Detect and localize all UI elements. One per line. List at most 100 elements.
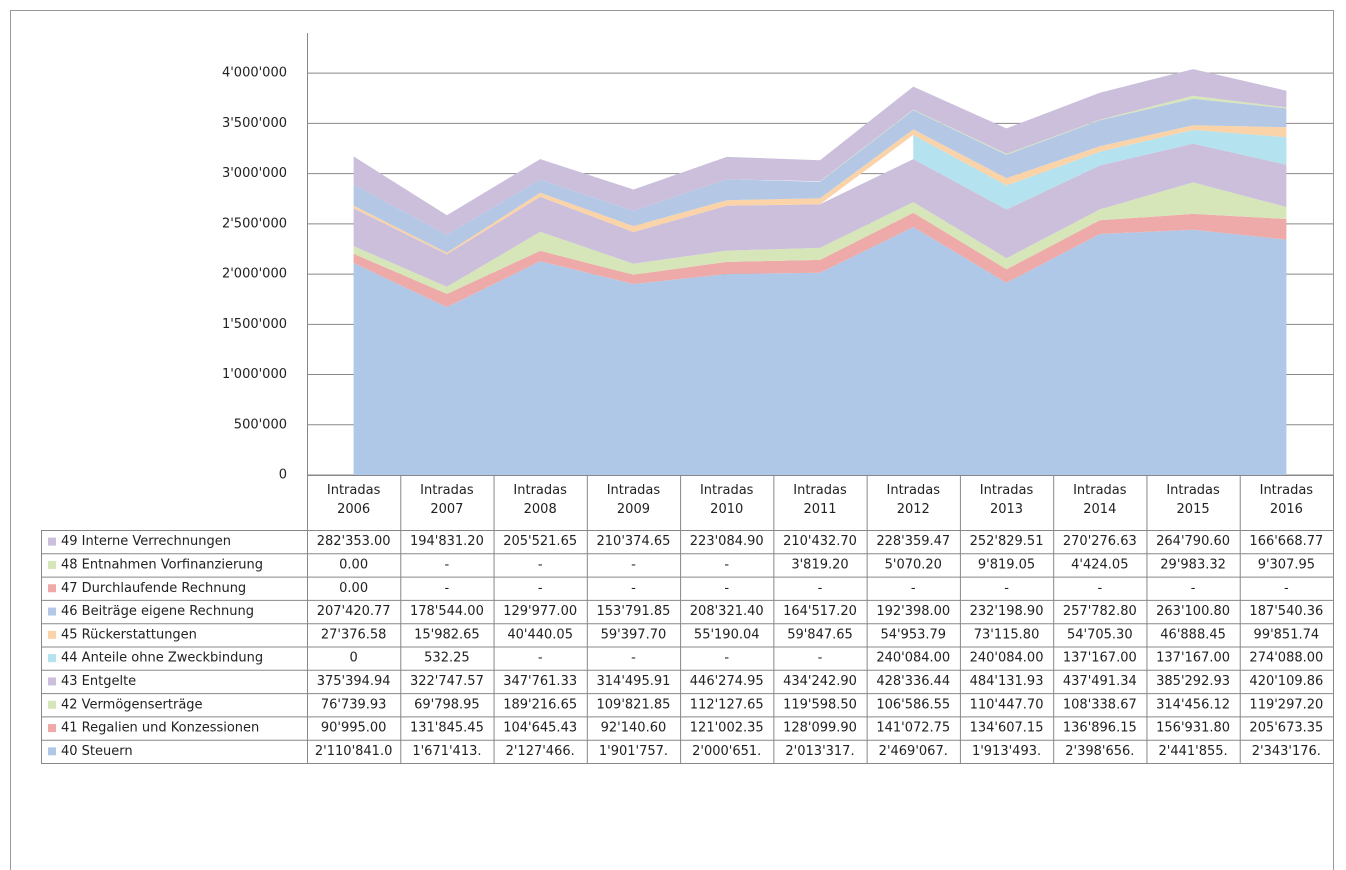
table-cell: - (818, 651, 823, 666)
table-cell: 263'100.80 (1156, 604, 1230, 619)
table-cell: 92'140.60 (601, 721, 667, 736)
table-cell: 210'432.70 (783, 534, 857, 549)
table-cell: 240'084.00 (876, 651, 950, 666)
legend-swatch (48, 654, 56, 663)
legend-swatch (48, 724, 56, 733)
x-tick-label: Intradas 2015 (1166, 483, 1220, 517)
y-tick-label: 3'000'000 (222, 166, 287, 181)
table-cell: 208'321.40 (690, 604, 764, 619)
legend-label: 41 Regalien und Konzessionen (61, 721, 259, 736)
table-cell: 121'002.35 (690, 721, 764, 736)
y-tick-label: 1'000'000 (222, 367, 287, 382)
x-tick-label: Intradas 2007 (420, 483, 474, 517)
table-cell: 1'901'757. (599, 744, 668, 759)
x-tick-label: Intradas 2012 (886, 483, 940, 517)
table-cell: 141'072.75 (876, 721, 950, 736)
table-cell: - (724, 557, 729, 572)
table-cell: 194'831.20 (410, 534, 484, 549)
legend-label: 42 Vermögenserträge (61, 697, 203, 712)
table-cell: 0 (349, 651, 357, 666)
table-cell: 0.00 (339, 557, 368, 572)
area (353, 212, 1287, 308)
table-cell: 136'896.15 (1063, 721, 1137, 736)
table-cell: 375'394.94 (317, 674, 391, 689)
table-cell: 264'790.60 (1156, 534, 1230, 549)
table-cell: 210'374.65 (597, 534, 671, 549)
legend-label: 44 Anteile ohne Zweckbindung (61, 651, 263, 666)
legend-swatch (48, 677, 56, 686)
legend-label: 46 Beiträge eigene Rechnung (61, 604, 254, 619)
x-tick-label: Intradas 2008 (513, 483, 567, 517)
table-cell: 257'782.80 (1063, 604, 1137, 619)
area (353, 143, 1287, 287)
area (913, 129, 1287, 210)
table-cell: 2'013'317. (785, 744, 854, 759)
table-cell: 156'931.80 (1156, 721, 1230, 736)
table-cell: 282'353.00 (317, 534, 391, 549)
table-cell: 314'456.12 (1156, 697, 1230, 712)
table-cell: 128'099.90 (783, 721, 857, 736)
table-cell: 131'845.45 (410, 721, 484, 736)
table-cell: - (1284, 581, 1289, 596)
y-tick-label: 2'500'000 (222, 216, 287, 231)
legend-swatch (48, 747, 56, 756)
x-tick-label: Intradas 2014 (1073, 483, 1127, 517)
table-cell: 166'668.77 (1249, 534, 1323, 549)
table-cell: 484'131.93 (970, 674, 1044, 689)
legend-label: 47 Durchlaufende Rechnung (61, 581, 246, 596)
table-cell: 55'190.04 (694, 627, 760, 642)
table-cell: 446'274.95 (690, 674, 764, 689)
table-cell: - (445, 581, 450, 596)
table-cell: 3'819.20 (791, 557, 848, 572)
legend-swatch (48, 630, 56, 639)
table-cell: 109'821.85 (597, 697, 671, 712)
table-cell: 434'242.90 (783, 674, 857, 689)
table-cell: 2'343'176. (1252, 744, 1321, 759)
table-cell: 252'829.51 (970, 534, 1044, 549)
table-cell: - (1191, 581, 1196, 596)
table-cell: 207'420.77 (317, 604, 391, 619)
table-cell: - (445, 557, 450, 572)
table-cell: - (1097, 581, 1102, 596)
table-cell: 108'338.67 (1063, 697, 1137, 712)
table-cell: 420'109.86 (1249, 674, 1323, 689)
table-cell: 76'739.93 (321, 697, 387, 712)
table-cell: 428'336.44 (876, 674, 950, 689)
table-cell: 119'598.50 (783, 697, 857, 712)
table-cell: - (631, 651, 636, 666)
table-cell: 270'276.63 (1063, 534, 1137, 549)
area (353, 69, 1287, 235)
table-cell: - (631, 557, 636, 572)
table-cell: 322'747.57 (410, 674, 484, 689)
legend-label: 43 Entgelte (61, 674, 136, 689)
table-cell: 314'495.91 (597, 674, 671, 689)
table-cell: 164'517.20 (783, 604, 857, 619)
legend-swatch (48, 584, 56, 593)
x-tick-label: Intradas 2011 (793, 483, 847, 517)
legend-label: 40 Steuern (61, 744, 133, 759)
table-cell: 29'983.32 (1160, 557, 1226, 572)
table-cell: 2'441'855. (1158, 744, 1227, 759)
table-cell: 0.00 (339, 581, 368, 596)
table-cell: 106'586.55 (876, 697, 950, 712)
table-cell: 104'645.43 (503, 721, 577, 736)
table-cell: 54'705.30 (1067, 627, 1133, 642)
table-cell: 223'084.90 (690, 534, 764, 549)
table-cell: 137'167.00 (1063, 651, 1137, 666)
table-cell: 54'953.79 (880, 627, 946, 642)
table-cell: 2'110'841.0 (315, 744, 392, 759)
legend-swatch (48, 607, 56, 616)
table-cell: - (724, 651, 729, 666)
x-tick-label: Intradas 2013 (979, 483, 1034, 517)
table-cell: 90'995.00 (321, 721, 387, 736)
table-cell: 119'297.20 (1249, 697, 1323, 712)
table-cell: 46'888.45 (1160, 627, 1226, 642)
x-tick-label: Intradas 2016 (1259, 483, 1314, 517)
table-cell: 15'982.65 (414, 627, 480, 642)
table-cell: 178'544.00 (410, 604, 484, 619)
legend-swatch (48, 700, 56, 709)
area (353, 182, 1287, 294)
table-cell: - (818, 581, 823, 596)
table-cell: 437'491.34 (1063, 674, 1137, 689)
